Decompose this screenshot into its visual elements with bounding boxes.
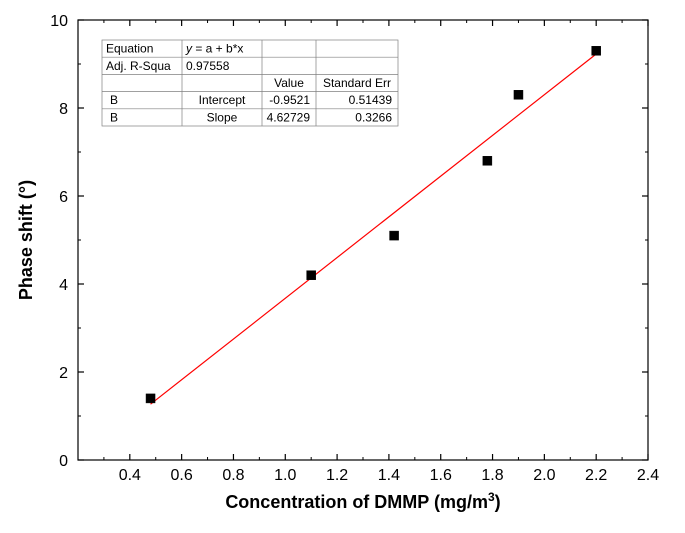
table-cell: 0.3266 [355, 110, 392, 124]
x-tick-label: 2.2 [585, 467, 607, 484]
data-point [483, 156, 492, 165]
x-tick-label: 0.6 [171, 467, 193, 484]
data-point [514, 90, 523, 99]
table-cell: 4.62729 [267, 110, 311, 124]
data-point [307, 271, 316, 280]
x-tick-label: 1.6 [430, 467, 452, 484]
data-point [592, 46, 601, 55]
x-tick-label: 0.8 [222, 467, 244, 484]
table-cell: 0.51439 [349, 93, 393, 107]
x-tick-label: 2.4 [637, 467, 659, 484]
x-tick-label: 2.0 [533, 467, 555, 484]
table-cell: Adj. R-Squa [106, 59, 171, 73]
y-axis-title: Phase shift (°) [16, 180, 36, 300]
y-tick-label: 4 [59, 277, 68, 294]
table-cell: Slope [207, 110, 238, 124]
x-tick-label: 0.4 [119, 467, 141, 484]
y-tick-label: 8 [59, 101, 68, 118]
table-cell: B [110, 93, 118, 107]
x-tick-label: 1.2 [326, 467, 348, 484]
table-cell: -0.9521 [269, 93, 310, 107]
x-tick-label: 1.8 [481, 467, 503, 484]
data-point [390, 231, 399, 240]
table-cell: 0.97558 [186, 59, 230, 73]
y-tick-label: 10 [50, 13, 68, 30]
data-point [146, 394, 155, 403]
table-cell: Standard Err [323, 76, 391, 90]
y-tick-label: 6 [59, 189, 68, 206]
table-cell: Value [274, 76, 304, 90]
table-cell: Equation [106, 42, 153, 56]
y-tick-label: 2 [59, 365, 68, 382]
table-cell: Intercept [199, 93, 246, 107]
x-tick-label: 1.0 [274, 467, 296, 484]
y-tick-label: 0 [59, 453, 68, 470]
x-axis-title: Concentration of DMMP (mg/m3) [225, 490, 500, 512]
x-tick-label: 1.4 [378, 467, 400, 484]
table-cell: y = a + b*x [185, 42, 243, 56]
scatter-chart: 0.4 0.6 0.8 1.0 1.2 1.4 1.6 1.8 2.0 2.2 2.4 0 2 4 6 8 10… [0, 0, 685, 533]
table-cell: B [110, 110, 118, 124]
